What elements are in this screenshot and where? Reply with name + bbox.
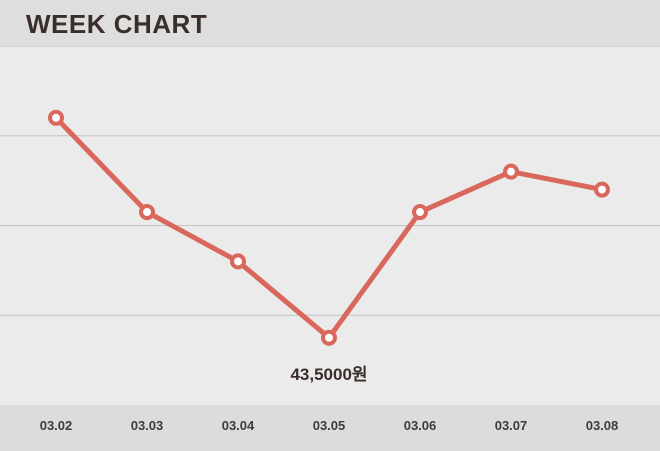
series-line (56, 118, 602, 338)
x-axis: 03.02 03.03 03.04 03.05 03.06 03.07 03.08 (0, 405, 660, 451)
x-tick-label: 03.04 (203, 418, 273, 433)
x-tick-label: 03.05 (294, 418, 364, 433)
data-point-03.05 (323, 332, 335, 344)
series-line-group (56, 118, 602, 338)
data-label-annotation: 43,5000원 (259, 360, 399, 385)
x-tick-label: 03.02 (21, 418, 91, 433)
data-point-03.08 (596, 184, 608, 196)
data-point-03.02 (50, 112, 62, 124)
data-point-03.04 (232, 255, 244, 267)
data-point-03.07 (505, 166, 517, 178)
chart-plot-area (0, 0, 660, 405)
data-point-03.06 (414, 206, 426, 218)
x-tick-label: 03.03 (112, 418, 182, 433)
data-points-group (50, 112, 608, 344)
x-tick-label: 03.07 (476, 418, 546, 433)
x-tick-label: 03.06 (385, 418, 455, 433)
x-tick-label: 03.08 (567, 418, 637, 433)
data-point-03.03 (141, 206, 153, 218)
